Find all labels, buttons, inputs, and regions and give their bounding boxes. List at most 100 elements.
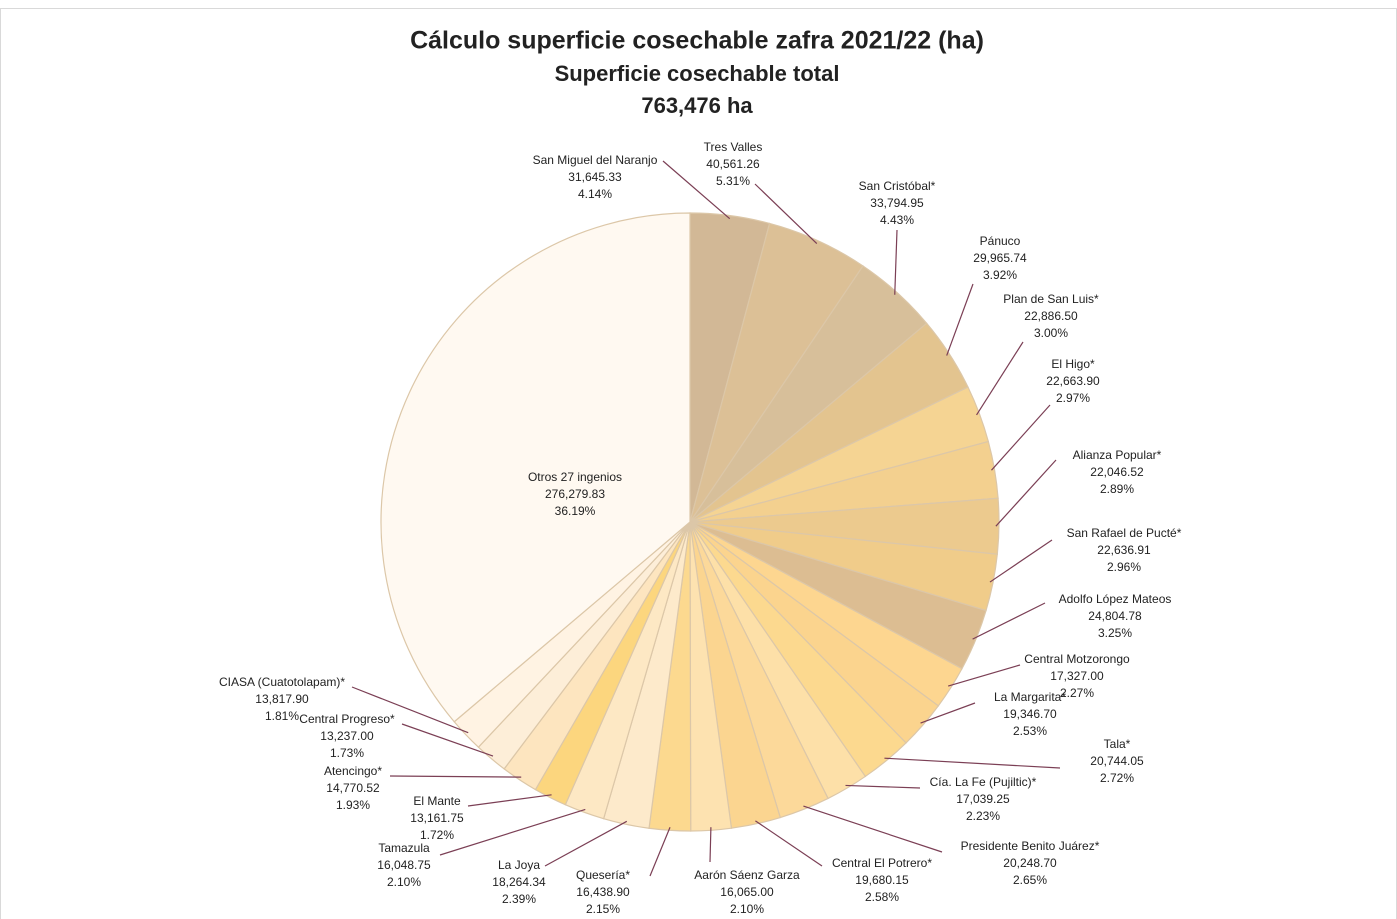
leader-line (544, 820, 628, 867)
slice-label: Pánuco (980, 234, 1021, 248)
leader-line (972, 602, 1046, 640)
slice-value: 13,161.75 (410, 811, 464, 825)
slice-percent: 2.53% (1013, 724, 1047, 738)
slice-label: Alianza Popular* (1073, 448, 1162, 462)
leader-line (976, 341, 1024, 416)
slice-percent: 2.72% (1100, 771, 1134, 785)
slice-value: 20,248.70 (1003, 856, 1057, 870)
leader-line (439, 808, 586, 856)
slice-label: El Mante (413, 794, 461, 808)
slice-value: 17,039.25 (956, 792, 1010, 806)
slice-value: 40,561.26 (706, 157, 760, 171)
slice-percent: 4.43% (880, 213, 914, 227)
leader-line (662, 160, 731, 220)
slice-label: Tamazula (378, 841, 430, 855)
slice-label: Plan de San Luis* (1003, 292, 1099, 306)
slice-value: 19,346.70 (1003, 707, 1057, 721)
slice-value: 13,237.00 (320, 729, 374, 743)
slice-percent: 2.89% (1100, 482, 1134, 496)
slice-label: Adolfo López Mateos (1059, 592, 1172, 606)
slice-label: Central El Potrero* (832, 856, 932, 870)
slice-label: El Higo* (1051, 357, 1095, 371)
leader-line (803, 805, 943, 853)
leader-line (991, 404, 1051, 471)
chart-title: Cálculo superficie cosechable zafra 2021… (410, 27, 984, 55)
slice-percent: 2.10% (730, 902, 764, 916)
leader-line (989, 539, 1053, 583)
slice-value: 20,744.05 (1090, 754, 1144, 768)
slice-percent: 2.65% (1013, 873, 1047, 887)
leader-line (845, 784, 921, 789)
slice-label: Otros 27 ingenios (528, 470, 622, 484)
slice-percent: 3.25% (1098, 626, 1132, 640)
leader-line (709, 827, 712, 863)
slice-percent: 36.19% (555, 504, 596, 518)
leader-line (755, 820, 823, 867)
slice-label: San Cristóbal* (859, 179, 936, 193)
slice-percent: 1.73% (330, 746, 364, 760)
leader-line (401, 723, 494, 757)
slice-label: Atencingo* (324, 764, 382, 778)
slice-label: San Rafael de Pucté* (1067, 526, 1182, 540)
slice-value: 16,438.90 (576, 885, 630, 899)
pie-slice (380, 212, 691, 723)
leader-line (946, 283, 974, 356)
slice-percent: 2.39% (502, 892, 536, 906)
leader-line (467, 794, 552, 807)
slice-percent: 2.97% (1056, 391, 1090, 405)
slice-label: La Joya (498, 858, 540, 872)
slice-value: 276,279.83 (545, 487, 605, 501)
slice-percent: 1.81% (265, 709, 299, 723)
slice-value: 16,048.75 (377, 858, 431, 872)
slice-percent: 1.72% (420, 828, 454, 842)
slice-label: Tres Valles (704, 140, 763, 154)
leader-line (351, 686, 469, 734)
slice-value: 22,636.91 (1097, 543, 1151, 557)
slice-value: 19,680.15 (855, 873, 909, 887)
slice-value: 31,645.33 (568, 170, 622, 184)
leader-line (389, 775, 522, 778)
leader-line (894, 229, 898, 295)
slice-value: 22,663.90 (1046, 374, 1100, 388)
chart-subtitle: Superficie cosechable total (555, 61, 840, 86)
slice-percent: 2.27% (1060, 686, 1094, 700)
leader-line (948, 664, 1021, 687)
leader-line (884, 757, 1061, 769)
slice-label: Quesería* (576, 868, 630, 882)
slice-value: 18,264.34 (492, 875, 546, 889)
slice-percent: 2.58% (865, 890, 899, 904)
slice-label: Aarón Sáenz Garza (694, 868, 800, 882)
slice-value: 14,770.52 (326, 781, 380, 795)
slice-label: Central Progreso* (299, 712, 395, 726)
slice-value: 24,804.78 (1088, 609, 1142, 623)
leader-line (649, 827, 671, 877)
leader-line (754, 183, 818, 245)
slice-percent: 2.10% (387, 875, 421, 889)
leader-line (995, 459, 1057, 527)
slice-percent: 4.14% (578, 187, 612, 201)
slice-label: CIASA (Cuatotolapam)* (219, 675, 345, 689)
slice-value: 33,794.95 (870, 196, 924, 210)
slice-percent: 2.15% (586, 902, 620, 916)
slice-value: 22,046.52 (1090, 465, 1144, 479)
chart-total: 763,476 ha (641, 93, 753, 118)
slice-label: San Miguel del Naranjo (533, 153, 658, 167)
slice-value: 29,965.74 (973, 251, 1027, 265)
slice-value: 16,065.00 (720, 885, 774, 899)
slice-percent: 3.00% (1034, 326, 1068, 340)
leader-line (920, 702, 976, 724)
slice-percent: 3.92% (983, 268, 1017, 282)
slice-label: Presidente Benito Juárez* (961, 839, 1100, 853)
slice-value: 13,817.90 (255, 692, 309, 706)
slice-percent: 1.93% (336, 798, 370, 812)
slice-label: Cía. La Fe (Pujiltic)* (930, 775, 1037, 789)
slice-label: Tala* (1104, 737, 1131, 751)
slice-percent: 5.31% (716, 174, 750, 188)
slice-label: La Margarita* (994, 690, 1066, 704)
slice-percent: 2.96% (1107, 560, 1141, 574)
slice-percent: 2.23% (966, 809, 1000, 823)
slice-value: 22,886.50 (1024, 309, 1078, 323)
slice-value: 17,327.00 (1050, 669, 1104, 683)
slice-label: Central Motzorongo (1024, 652, 1130, 666)
